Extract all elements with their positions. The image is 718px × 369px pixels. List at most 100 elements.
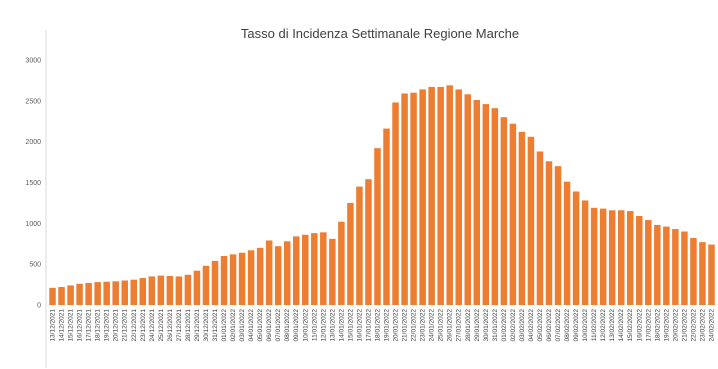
x-tick-label: 23/01/2022: [420, 309, 427, 342]
x-tick-label: 11/02/2022: [591, 309, 598, 341]
bar: [211, 260, 219, 305]
x-tick-label: 15/02/2022: [627, 309, 634, 342]
y-tick-label: 500: [29, 262, 41, 269]
x-tick-label: 30/01/2022: [483, 309, 490, 342]
x-tick-label: 18/01/2022: [374, 309, 381, 342]
x-tick-label: 10/01/2022: [302, 309, 309, 342]
x-tick-label: 23/12/2021: [140, 309, 147, 342]
bar: [283, 241, 291, 305]
bar: [482, 104, 490, 305]
x-tick-label: 17/02/2022: [645, 309, 652, 342]
x-tick-label: 16/01/2022: [356, 309, 363, 342]
bar: [121, 280, 128, 305]
bar: [347, 202, 354, 305]
x-tick-label: 01/02/2022: [501, 309, 508, 342]
x-tick-label: 19/02/2022: [663, 309, 670, 342]
bar: [302, 234, 309, 305]
x-tick-label: 02/01/2022: [230, 309, 237, 342]
x-tick-label: 27/01/2022: [456, 309, 463, 342]
bar: [690, 238, 697, 305]
x-tick-label: 31/01/2022: [492, 309, 499, 342]
x-tick-label: 14/01/2022: [338, 309, 345, 342]
x-tick-label: 25/12/2021: [158, 309, 165, 342]
bar: [464, 94, 472, 305]
x-tick-label: 03/02/2022: [519, 309, 526, 342]
x-tick-label: 25/01/2022: [438, 309, 445, 342]
x-tick-label: 24/12/2021: [149, 309, 156, 342]
bar: [67, 285, 74, 305]
chart-title: Tasso di Incidenza Settimanale Regione M…: [241, 26, 519, 41]
bar: [428, 86, 435, 305]
bar: [419, 89, 426, 306]
bar: [238, 252, 246, 305]
bar: [85, 282, 92, 305]
x-tick-label: 22/12/2021: [131, 309, 138, 342]
x-tick-label: 28/01/2022: [465, 309, 472, 342]
bar: [148, 276, 156, 305]
bar: [374, 148, 381, 305]
bar-series: [49, 85, 715, 306]
x-tick-label: 13/12/2021: [50, 309, 57, 342]
y-tick-label: 2500: [25, 98, 41, 105]
x-tick-label: 02/02/2022: [510, 309, 517, 342]
x-tick-label: 11/01/2022: [311, 309, 318, 341]
x-tick-label: 09/01/2022: [293, 309, 300, 342]
bar: [256, 247, 264, 305]
bar: [500, 117, 508, 305]
bar: [590, 207, 598, 305]
x-tick-label: 15/01/2022: [347, 309, 354, 342]
bar: [446, 85, 453, 305]
bar: [311, 233, 318, 305]
bar: [265, 240, 273, 305]
x-tick-label: 24/02/2022: [708, 309, 715, 342]
x-tick-label: 04/02/2022: [528, 309, 535, 342]
bar: [103, 281, 110, 305]
x-tick-label: 16/12/2021: [77, 309, 84, 342]
bar: [437, 86, 444, 305]
x-tick-label: 16/02/2022: [636, 309, 643, 342]
x-tick-label: 07/02/2022: [555, 309, 562, 342]
x-tick-label: 26/01/2022: [447, 309, 454, 342]
x-tick-label: 10/02/2022: [582, 309, 589, 342]
x-tick-label: 31/12/2021: [212, 309, 219, 342]
x-tick-label: 14/02/2022: [618, 309, 625, 342]
x-tick-label: 28/12/2021: [185, 309, 192, 342]
bar: [292, 236, 300, 305]
bar: [383, 128, 390, 305]
x-tick-label: 08/01/2022: [284, 309, 291, 342]
y-tick-label: 0: [37, 303, 41, 310]
bar: [401, 93, 408, 305]
bar: [536, 151, 544, 305]
bar: [365, 179, 372, 305]
x-tick-label: 17/12/2021: [86, 309, 93, 342]
bar: [392, 102, 399, 305]
x-tick-label: 12/01/2022: [320, 309, 327, 342]
x-tick-label: 06/02/2022: [546, 309, 553, 342]
x-tick-label: 19/01/2022: [384, 309, 391, 342]
bar: [572, 191, 580, 305]
x-tick-label: 30/12/2021: [203, 309, 210, 342]
y-tick-label: 2000: [25, 139, 41, 146]
bar: [320, 232, 327, 305]
x-tick-label: 21/02/2022: [681, 309, 688, 342]
x-tick-label: 24/01/2022: [429, 309, 436, 342]
x-tick-label: 05/02/2022: [537, 309, 544, 342]
bar: [112, 281, 119, 305]
bar: [274, 246, 282, 305]
bar: [654, 224, 661, 305]
bar: [617, 210, 625, 305]
bar: [410, 92, 417, 305]
bar: [699, 242, 706, 305]
bar: [581, 200, 589, 305]
x-tick-label: 04/01/2022: [248, 309, 255, 342]
bar: [193, 270, 201, 305]
bar: [58, 287, 65, 305]
y-axis-ticks: 0 500 1000 1500 2000 2500 3000: [25, 58, 41, 310]
y-tick-label: 1500: [25, 180, 41, 187]
bar: [708, 244, 715, 305]
x-tick-label: 22/02/2022: [690, 309, 697, 342]
x-tick-label: 22/01/2022: [411, 309, 418, 342]
x-axis-ticks: 13/12/2021 14/12/2021 15/12/2021 16/12/2021…: [50, 309, 716, 342]
bar: [76, 283, 83, 305]
